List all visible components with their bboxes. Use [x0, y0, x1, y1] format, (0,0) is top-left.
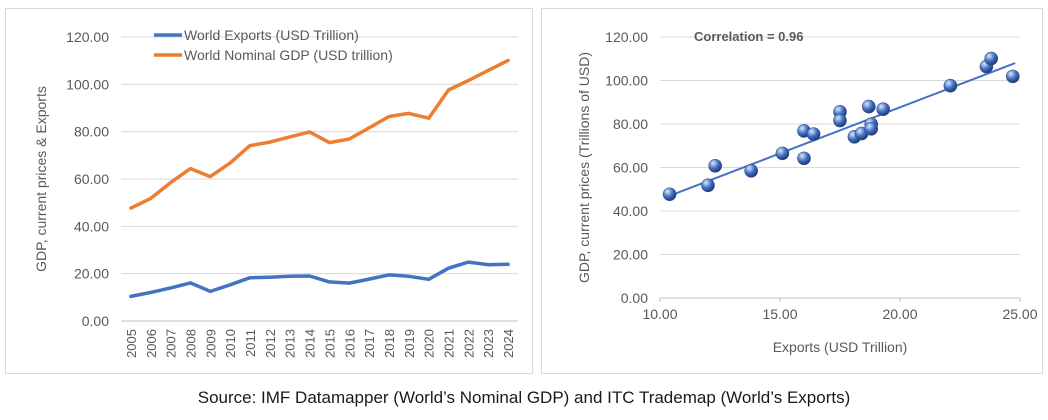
correlation-label: Correlation = 0.96	[694, 29, 803, 44]
y-tick-label: 20.00	[74, 266, 109, 282]
x-tick-label: 2014	[303, 329, 318, 358]
x-tick-label: 20.00	[882, 306, 917, 322]
scatter-point	[876, 102, 891, 117]
legend-label: World Nominal GDP (USD trillion)	[184, 47, 393, 63]
x-tick-label: 2024	[501, 329, 516, 358]
scatter-point	[864, 121, 879, 136]
x-tick-label: 2021	[442, 329, 457, 358]
x-tick-label: 10.00	[642, 306, 677, 322]
scatter-point	[662, 187, 677, 202]
y-tick-label: 40.00	[613, 203, 648, 219]
x-tick-label: 25.00	[1002, 306, 1037, 322]
y-tick-label: 0.00	[82, 313, 109, 329]
x-axis-label: Exports (USD Trillion)	[773, 339, 908, 355]
y-tick-label: 120.00	[66, 29, 109, 45]
y-tick-label: 80.00	[613, 116, 648, 132]
x-tick-label: 15.00	[762, 306, 797, 322]
x-tick-label: 2013	[283, 329, 298, 358]
x-tick-label: 2006	[144, 329, 159, 358]
y-tick-label: 60.00	[74, 171, 109, 187]
x-tick-label: 2016	[342, 329, 357, 358]
y-tick-label: 0.00	[621, 290, 648, 306]
x-tick-label: 2007	[164, 329, 179, 358]
y-axis-label: GDP, current prices & Exports	[33, 86, 49, 272]
y-tick-label: 100.00	[66, 76, 109, 92]
y-tick-label: 40.00	[74, 218, 109, 234]
x-tick-label: 2022	[461, 329, 476, 358]
x-tick-label: 2015	[322, 329, 337, 358]
y-tick-label: 20.00	[613, 247, 648, 263]
y-axis-label: GDP, current prices (Trillions of USD)	[576, 52, 592, 283]
x-tick-label: 2005	[124, 329, 139, 358]
x-tick-label: 2023	[481, 329, 496, 358]
series-line	[129, 58, 510, 210]
scatter-point	[701, 178, 715, 193]
scatter-point	[744, 163, 758, 178]
x-tick-label: 2017	[362, 329, 377, 358]
scatter-point	[833, 113, 847, 128]
scatter-point	[984, 51, 999, 66]
line-chart: 0.00 20.00 40.00 60.00 80.00 100.00 120.00 2005…	[33, 27, 518, 358]
y-tick-label: 100.00	[605, 73, 648, 89]
source-note: Source: IMF Datamapper (World’s Nominal …	[197, 388, 851, 407]
legend-label: World Exports (USD Trillion)	[184, 27, 359, 43]
series-line	[129, 260, 510, 299]
x-tick-label: 2008	[183, 329, 198, 358]
y-tick-label: 120.00	[605, 29, 648, 45]
y-tick-label: 80.00	[74, 124, 109, 140]
scatter-chart-panel: 0.00 20.00 40.00 60.00 80.00 100.00 120.00 10.0…	[541, 8, 1043, 374]
x-tick-label: 2009	[203, 329, 218, 358]
scatter-chart: 0.00 20.00 40.00 60.00 80.00 100.00 120.00 10.0…	[576, 29, 1038, 355]
x-tick-label: 2012	[263, 329, 278, 358]
scatter-point	[861, 99, 876, 114]
scatter-point	[806, 127, 821, 141]
x-tick-label: 2020	[422, 329, 437, 358]
x-tick-label: 2018	[382, 329, 397, 358]
line-chart-panel: 0.00 20.00 40.00 60.00 80.00 100.00 120.00 2005…	[5, 8, 533, 374]
x-tick-label: 2011	[243, 329, 258, 357]
y-tick-label: 60.00	[613, 160, 648, 176]
trendline	[669, 62, 1016, 197]
scatter-point	[797, 151, 811, 166]
scatter-point	[708, 158, 722, 173]
x-tick-label: 2010	[223, 329, 238, 358]
x-tick-label: 2019	[402, 329, 417, 358]
scatter-point	[943, 78, 958, 93]
scatter-point	[775, 146, 790, 161]
scatter-point	[1005, 69, 1020, 84]
